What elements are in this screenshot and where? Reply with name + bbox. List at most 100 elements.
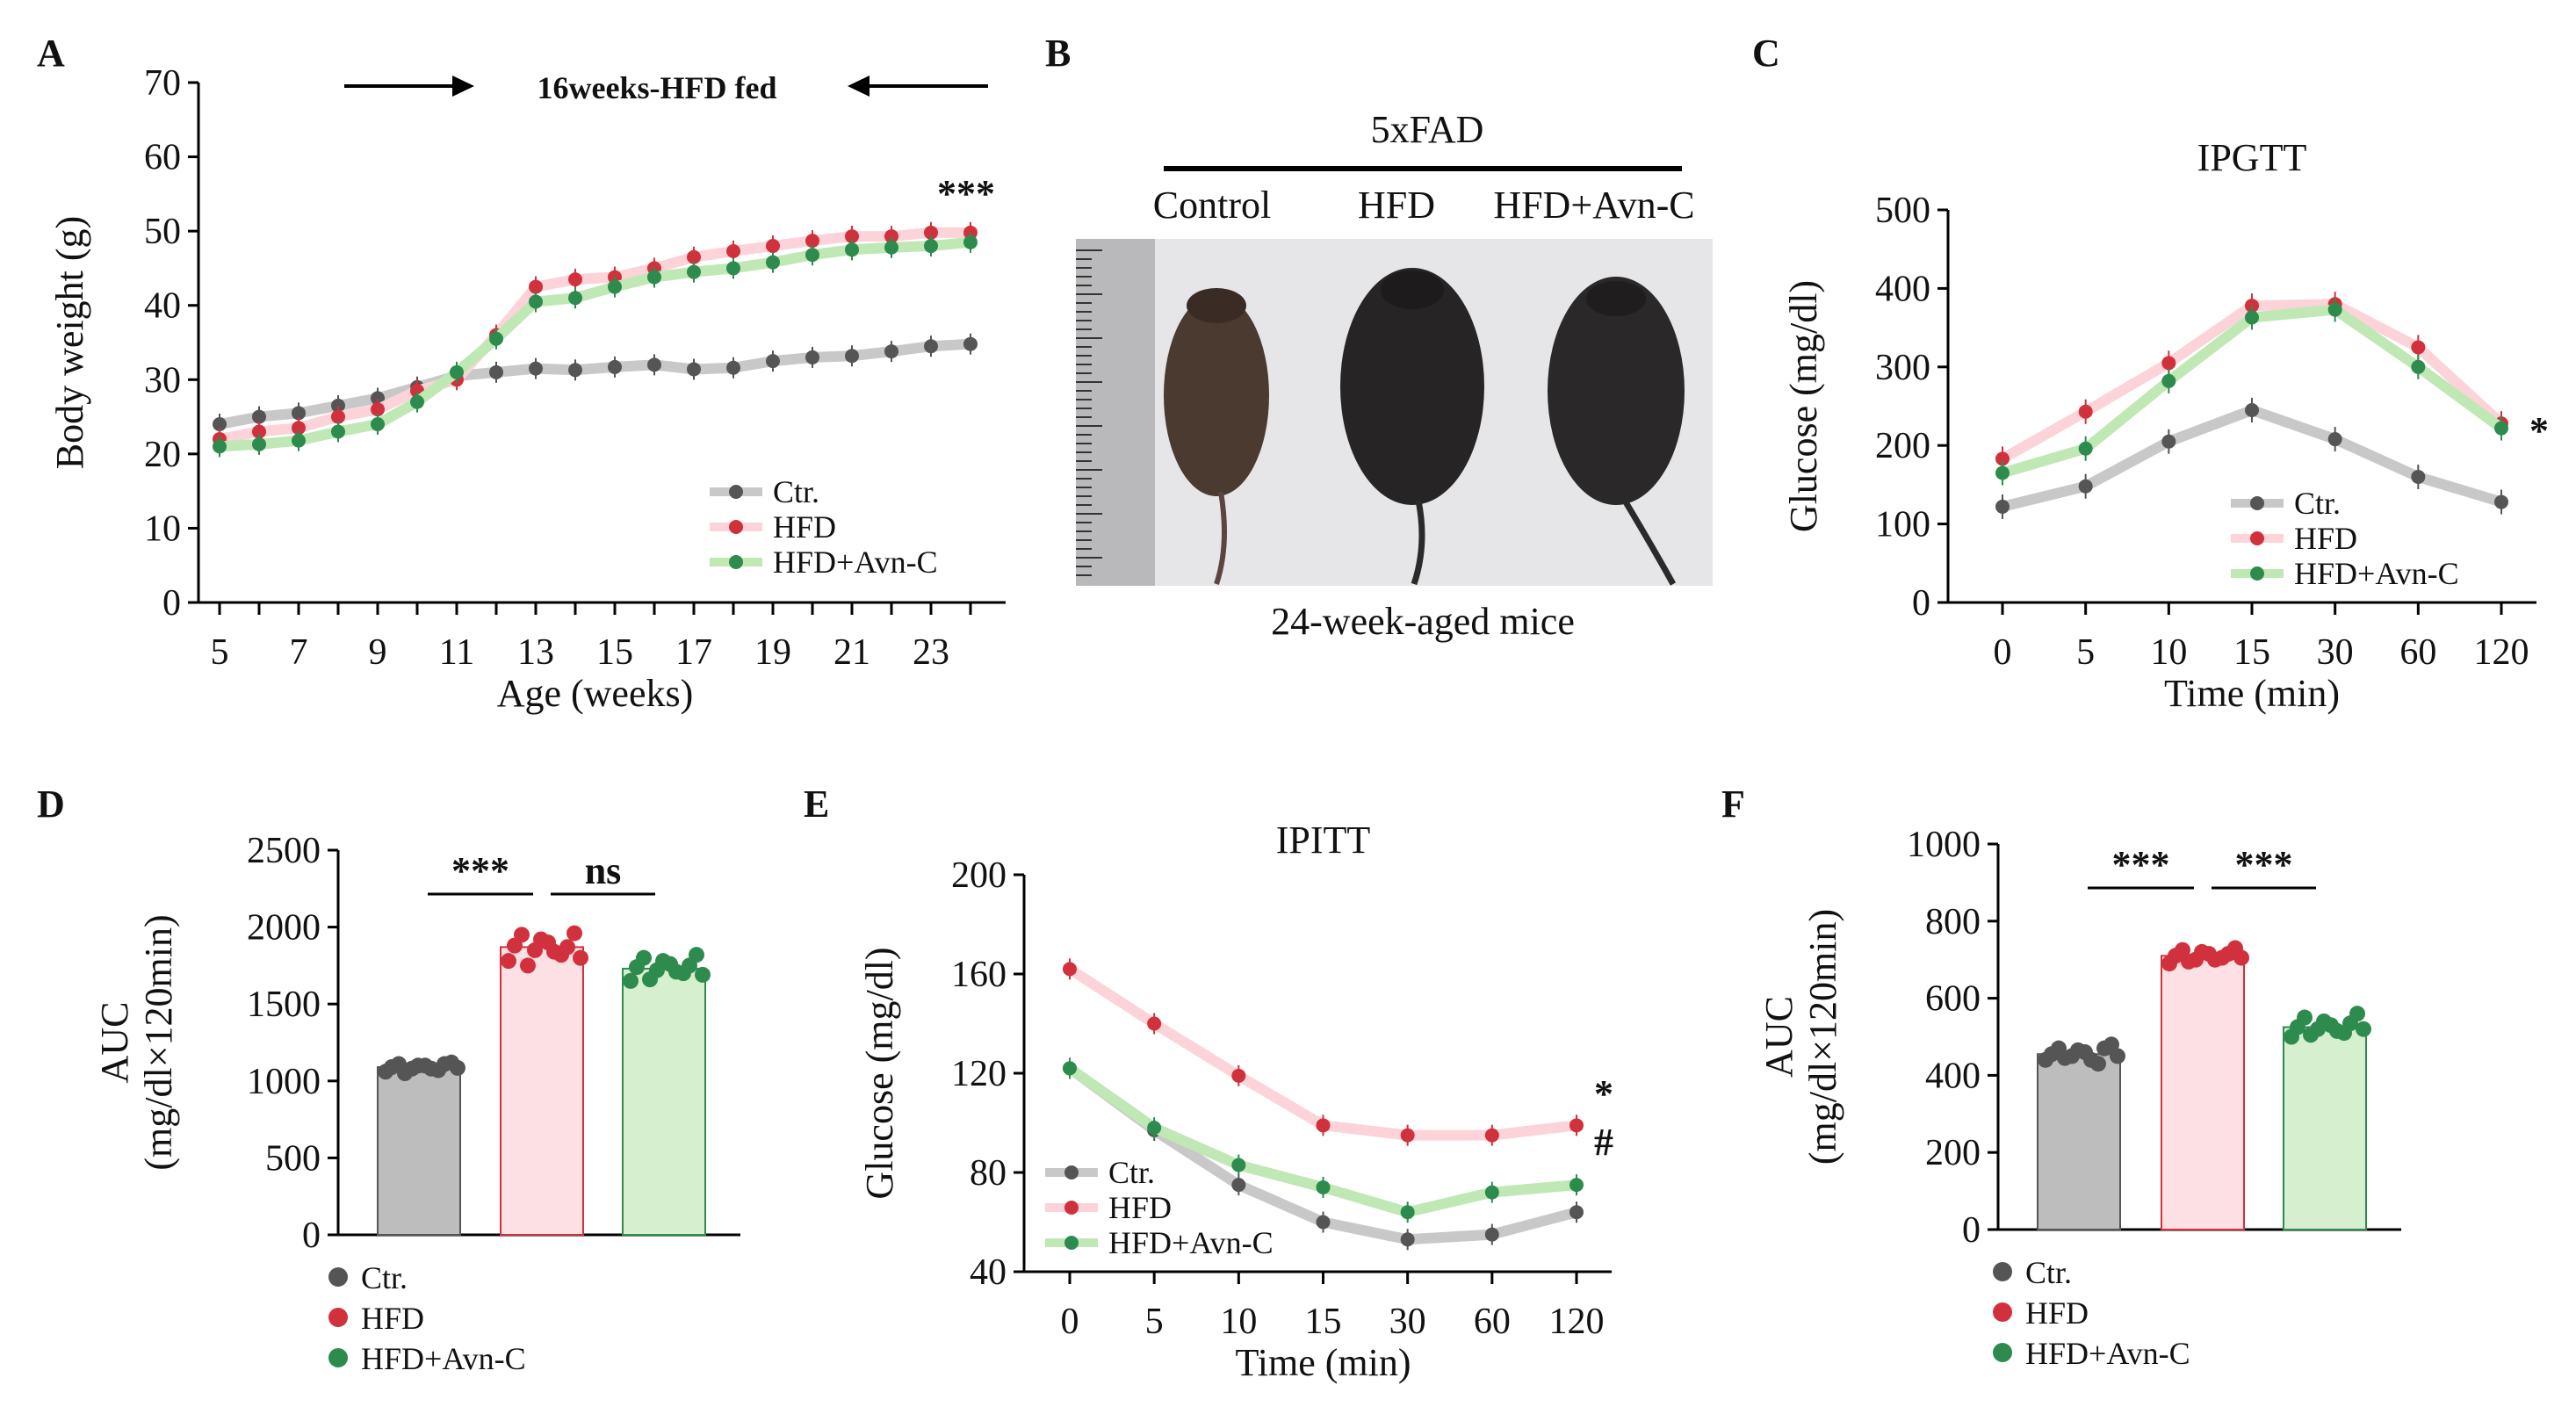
series-band bbox=[1066, 964, 1577, 1141]
legend-marker bbox=[729, 485, 743, 499]
data-point bbox=[1569, 1118, 1584, 1133]
y-axis-label: Glucose (mg/dl) bbox=[1782, 280, 1825, 532]
panel-label: A bbox=[37, 32, 65, 75]
data-point bbox=[1569, 1178, 1584, 1193]
data-point bbox=[1484, 1227, 1499, 1242]
data-point bbox=[384, 1059, 400, 1076]
data-point bbox=[371, 417, 385, 432]
data-point bbox=[1995, 499, 2010, 514]
data-point bbox=[2078, 479, 2093, 494]
legend-marker bbox=[2250, 496, 2264, 510]
data-point bbox=[1484, 1185, 1499, 1200]
strain-label: 5xFAD bbox=[1371, 108, 1484, 151]
data-point bbox=[331, 398, 345, 413]
y-tick-label: 70 bbox=[144, 63, 181, 104]
data-point bbox=[2168, 948, 2183, 964]
data-point bbox=[1147, 1016, 1162, 1031]
data-point bbox=[573, 949, 588, 966]
legend-label: HFD+Avn-C bbox=[1108, 1225, 1274, 1260]
x-tick-label: 7 bbox=[290, 632, 308, 673]
legend-marker bbox=[1064, 1201, 1079, 1215]
data-point bbox=[1063, 1061, 1077, 1076]
data-point bbox=[292, 433, 306, 448]
chart-title: IPGTT bbox=[2197, 136, 2307, 179]
ruler-ticks bbox=[1076, 249, 1102, 576]
data-point bbox=[884, 240, 898, 255]
data-point bbox=[371, 402, 385, 417]
legend-label: Ctr. bbox=[1108, 1155, 1155, 1190]
legend-marker bbox=[1993, 1302, 2012, 1322]
data-point bbox=[2078, 404, 2093, 419]
significance-label-avn: # bbox=[1594, 1121, 1613, 1164]
data-point bbox=[845, 349, 859, 364]
data-point bbox=[2327, 302, 2342, 317]
y-tick-label: 10 bbox=[144, 509, 181, 549]
data-point bbox=[623, 972, 639, 989]
data-point bbox=[252, 409, 266, 424]
y-tick-label: 50 bbox=[144, 212, 181, 252]
x-tick-label: 60 bbox=[1474, 1302, 1511, 1342]
data-point bbox=[2207, 951, 2223, 968]
data-point bbox=[2327, 432, 2342, 447]
data-point bbox=[520, 957, 536, 974]
data-point bbox=[529, 361, 543, 376]
x-tick-label: 120 bbox=[1549, 1302, 1605, 1342]
y-tick-label: 1000 bbox=[1907, 825, 1981, 865]
bar bbox=[377, 1066, 461, 1236]
data-point bbox=[805, 248, 819, 263]
y-tick-label: 1500 bbox=[247, 985, 321, 1025]
legend-marker bbox=[729, 555, 743, 569]
legend-label: HFD bbox=[361, 1301, 424, 1336]
x-tick-label: 5 bbox=[2076, 632, 2095, 673]
y-tick-label: 100 bbox=[1875, 505, 1930, 545]
comparison-label: *** bbox=[451, 849, 509, 892]
data-point bbox=[489, 331, 503, 346]
panel-label: E bbox=[804, 783, 829, 826]
data-point bbox=[2044, 1046, 2060, 1063]
data-point bbox=[529, 294, 543, 309]
y-tick-label: 40 bbox=[970, 1252, 1007, 1293]
data-point bbox=[668, 963, 684, 980]
data-point bbox=[2181, 953, 2197, 970]
bar bbox=[2161, 955, 2245, 1231]
y-axis-label: AUC bbox=[93, 1002, 136, 1084]
legend-marker bbox=[729, 520, 743, 534]
y-tick-label: 200 bbox=[1925, 1133, 1981, 1173]
x-axis-label: Time (min) bbox=[2164, 672, 2340, 715]
data-point bbox=[533, 931, 549, 948]
comparison-label: ns bbox=[585, 849, 622, 892]
mouse-hfd-avn bbox=[1548, 277, 1685, 586]
bar bbox=[500, 946, 584, 1236]
data-point bbox=[1995, 465, 2010, 480]
data-point bbox=[2290, 1019, 2305, 1035]
y-axis-label: (mg/dl×120min) bbox=[1801, 909, 1844, 1165]
panel-label: F bbox=[1721, 783, 1745, 826]
legend-marker bbox=[1993, 1262, 2012, 1281]
x-tick-label: 0 bbox=[1061, 1302, 1079, 1342]
data-point bbox=[529, 279, 543, 294]
data-point bbox=[2356, 1021, 2371, 1037]
comparison-label: *** bbox=[2235, 843, 2293, 886]
data-point bbox=[629, 959, 645, 976]
data-point bbox=[682, 957, 697, 974]
x-tick-label: 0 bbox=[1994, 632, 2012, 673]
data-point bbox=[2083, 1051, 2099, 1068]
legend-label: HFD bbox=[773, 509, 836, 545]
y-tick-label: 0 bbox=[1912, 583, 1930, 624]
data-point bbox=[1995, 451, 2010, 466]
y-axis-label: Body weight (g) bbox=[48, 216, 91, 469]
data-point bbox=[647, 270, 661, 285]
x-tick-label: 17 bbox=[675, 632, 712, 673]
data-point bbox=[1316, 1118, 1331, 1133]
data-point bbox=[410, 1057, 426, 1074]
significance-label: *** bbox=[937, 172, 995, 215]
data-point bbox=[292, 406, 306, 421]
legend-label: Ctr. bbox=[773, 474, 819, 509]
data-point bbox=[2411, 469, 2426, 484]
y-tick-label: 30 bbox=[144, 360, 181, 400]
data-point bbox=[2494, 494, 2508, 509]
data-point bbox=[1316, 1215, 1331, 1230]
data-point bbox=[450, 1059, 465, 1076]
x-tick-label: 5 bbox=[211, 632, 229, 673]
data-point bbox=[2245, 310, 2259, 325]
